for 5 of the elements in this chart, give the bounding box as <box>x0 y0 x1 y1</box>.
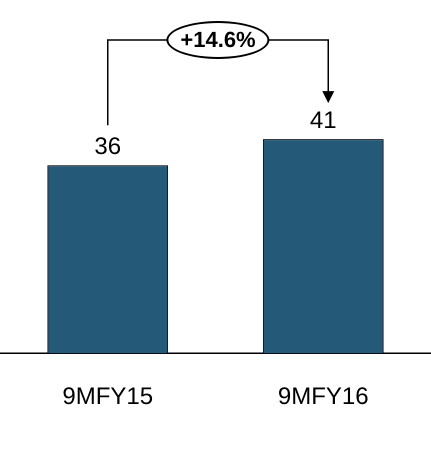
data-label: 36 <box>94 132 122 160</box>
text: +14.6% <box>166 21 270 59</box>
x-tick-label: 9MFY16 <box>278 383 369 410</box>
data-label: 41 <box>310 106 337 134</box>
x-tick-label: 9MFY15 <box>62 383 154 410</box>
